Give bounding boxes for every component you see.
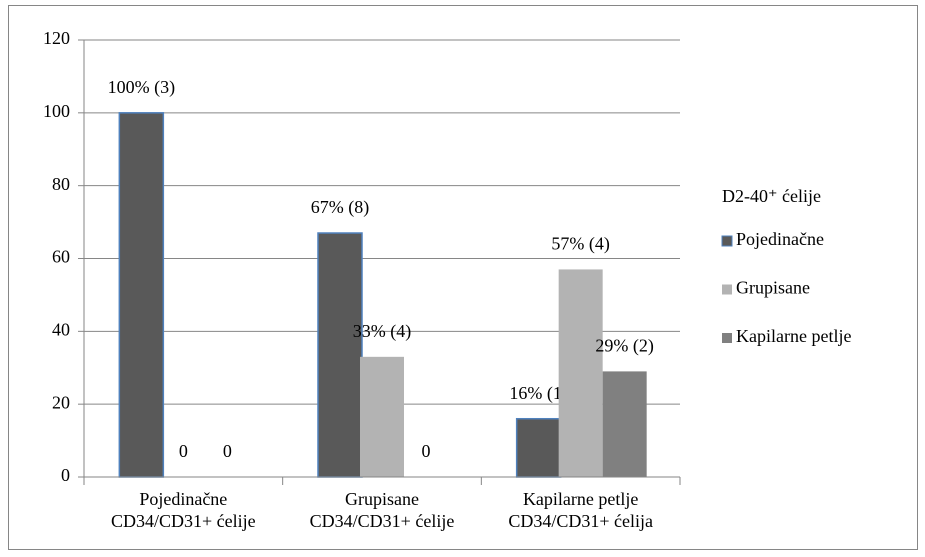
bar [317, 232, 363, 478]
data-label: 16% (1) [509, 383, 567, 404]
bar [360, 356, 404, 477]
y-tick-label: 100 [43, 101, 70, 121]
y-tick-label: 120 [43, 28, 70, 48]
data-label: 0 [223, 441, 232, 461]
y-tick-label: 40 [52, 319, 70, 339]
x-tick-label: Kapilarne petlje [523, 489, 638, 509]
y-tick-label: 20 [52, 392, 70, 412]
legend-label: Kapilarne petlje [736, 326, 851, 346]
data-label: 67% (8) [311, 197, 369, 218]
x-tick-label: Pojedinačne [139, 489, 227, 509]
legend-title: D2-40⁺ ćelije [722, 186, 821, 206]
y-tick-label: 80 [52, 174, 70, 194]
data-label: 33% (4) [353, 321, 411, 342]
data-label: 57% (4) [551, 234, 609, 255]
legend-swatch [722, 284, 732, 295]
legend-swatch [722, 333, 732, 343]
legend-swatch [721, 235, 733, 247]
legend-label: Pojedinačne [736, 229, 824, 249]
x-tick-label: CD34/CD31+ ćelije [111, 511, 256, 531]
x-tick-label: CD34/CD31+ ćelija [508, 511, 653, 531]
bar [515, 417, 562, 478]
data-label: 29% (2) [595, 336, 653, 357]
bar [558, 269, 603, 477]
y-tick-label: 0 [61, 465, 70, 485]
data-label: 0 [422, 441, 431, 461]
data-label: 100% (3) [108, 77, 175, 98]
x-tick-label: CD34/CD31+ ćelije [310, 511, 455, 531]
data-label: 0 [179, 441, 188, 461]
legend-label: Grupisane [736, 278, 810, 298]
bar [602, 371, 647, 477]
x-tick-label: Grupisane [345, 489, 419, 509]
bar [118, 112, 165, 478]
y-tick-label: 60 [52, 247, 70, 267]
